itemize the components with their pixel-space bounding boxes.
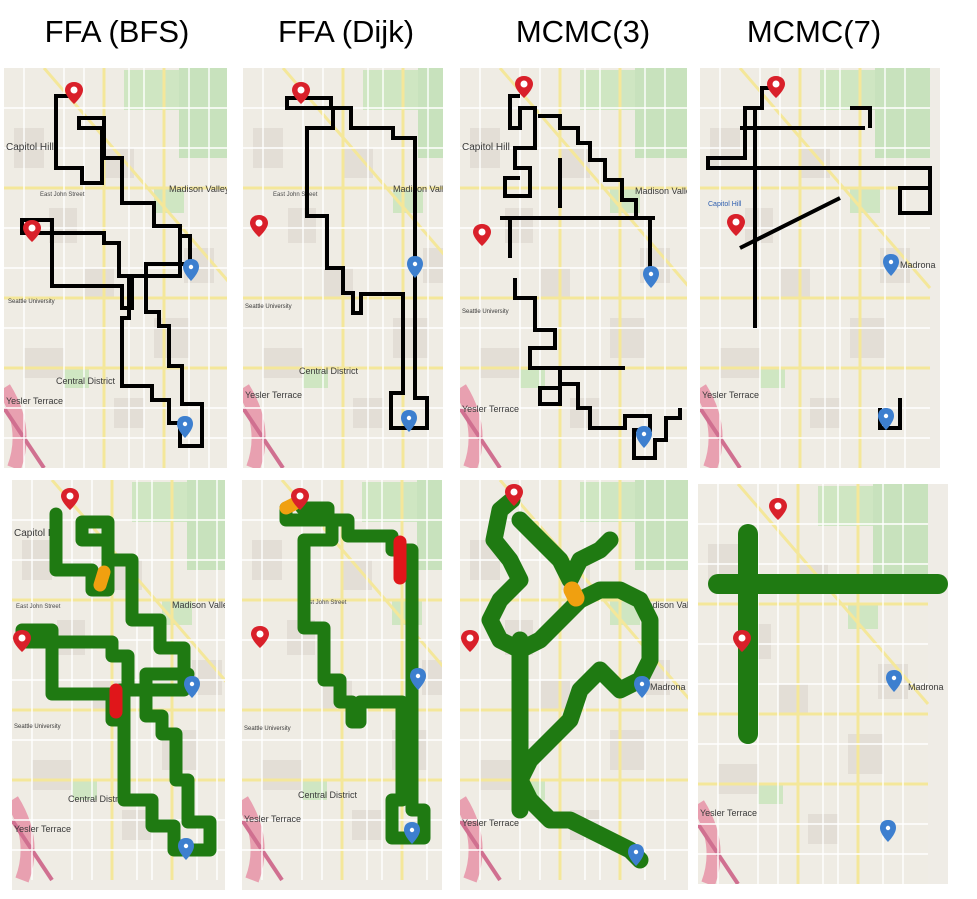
route-path [500, 94, 682, 460]
map-top-mcmc7: Capitol Hill Madrona Yesler Terrace [700, 68, 940, 468]
map-bottom-mcmc7: Madrona Yesler Terrace [698, 484, 948, 884]
label-madrona: Madrona [650, 682, 686, 692]
label-seattle-university: Seattle University [244, 726, 291, 732]
label-yesler-terrace: Yesler Terrace [462, 818, 519, 828]
label-yesler-terrace: Yesler Terrace [245, 390, 302, 400]
label-yesler-terrace: Yesler Terrace [462, 404, 519, 414]
label-east-john: East John Street [40, 192, 85, 198]
label-yesler-terrace: Yesler Terrace [702, 390, 759, 400]
traffic-route [279, 497, 431, 845]
label-seattle-university: Seattle University [8, 299, 55, 305]
label-madison-valley: Madison Valley [172, 600, 225, 610]
label-capitol-hill: Capitol Hill [6, 142, 54, 153]
label-central-district: Central District [298, 790, 358, 800]
label-east-john: East John Street [302, 600, 347, 606]
label-capitol-hill: Capitol Hill [462, 142, 510, 153]
column-title-mcmc7: MCMC(7) [746, 14, 882, 49]
map-top-ffa-bfs: Capitol Hill East John Street Madison Va… [4, 68, 227, 468]
label-yesler-terrace: Yesler Terrace [6, 396, 63, 406]
label-seattle-university: Seattle University [462, 309, 509, 315]
label-central-district: Central District [56, 376, 116, 386]
column-title-mcmc3: MCMC(3) [515, 14, 651, 49]
label-madison-valley: Madison Valley [640, 600, 688, 610]
column-title-ffa-bfs: FFA (BFS) [44, 14, 190, 49]
label-yesler-terrace: Yesler Terrace [244, 814, 301, 824]
label-central-district: Central District [299, 366, 359, 376]
route-path [285, 96, 429, 430]
label-madison-valley: Madison Valley [393, 184, 443, 194]
label-madrona: Madrona [908, 682, 944, 692]
label-seattle-university: Seattle University [245, 304, 292, 310]
route-path [706, 86, 932, 430]
label-madison-valley: Madison Valley [635, 186, 687, 196]
map-top-mcmc3: Capitol Hill Madison Valley Seattle Univ… [460, 68, 687, 468]
label-yesler-terrace: Yesler Terrace [14, 824, 71, 834]
label-east-john: East John Street [273, 192, 318, 198]
map-top-ffa-dijk: East John Street Madison Valley Seattle … [243, 68, 443, 468]
label-seattle-university: Seattle University [14, 724, 61, 730]
label-capitol-hill: Capitol Hill [708, 201, 742, 208]
label-central-district: Central District [68, 794, 128, 804]
map-bottom-ffa-bfs: Capitol Hill East John Street Madison Va… [12, 480, 225, 890]
label-capitol-hill: Capitol Hill [14, 528, 62, 539]
column-title-ffa-dijk: FFA (Dijk) [277, 14, 415, 49]
map-bottom-mcmc3: Madison Valley Madrona Yesler Terrace [460, 480, 688, 890]
route-path [20, 94, 204, 448]
label-yesler-terrace: Yesler Terrace [700, 808, 757, 818]
label-madison-valley: Madison Valley [169, 184, 227, 194]
label-east-john: East John Street [16, 604, 61, 610]
traffic-route [481, 491, 659, 869]
label-madrona: Madrona [900, 260, 936, 270]
map-bottom-ffa-dijk: East John Street Seattle University Cent… [242, 480, 442, 890]
